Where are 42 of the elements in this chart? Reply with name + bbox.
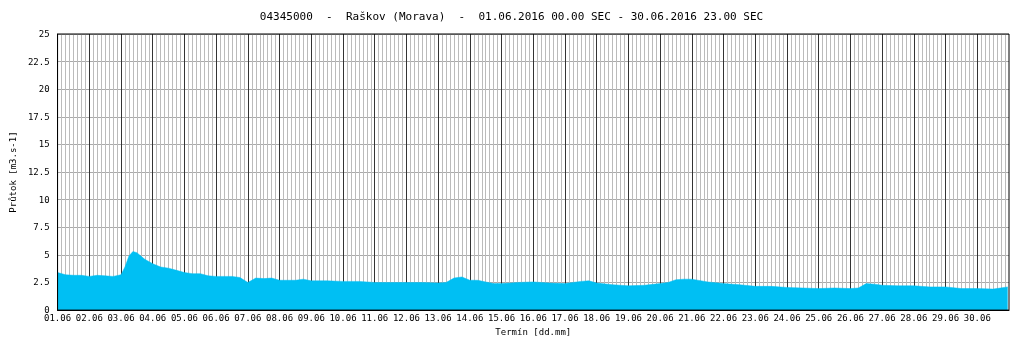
x-axis-title: Termín [dd.mm] xyxy=(495,326,572,337)
x-tick-label: 11.06 xyxy=(361,312,389,323)
x-tick-label: 16.06 xyxy=(519,312,547,323)
x-tick-label: 22.06 xyxy=(710,312,738,323)
x-tick-label: 28.06 xyxy=(900,312,928,323)
y-tick-label: 25 xyxy=(38,29,50,39)
x-tick-label: 20.06 xyxy=(646,312,674,323)
x-tick-label: 13.06 xyxy=(424,312,452,323)
y-tick-label: 7.5 xyxy=(33,222,50,233)
x-tick-label: 24.06 xyxy=(773,312,801,323)
x-tick-label: 18.06 xyxy=(583,312,611,323)
x-tick-label: 04.06 xyxy=(139,312,167,323)
y-tick-label: 12.5 xyxy=(27,167,50,178)
x-tick-label: 12.06 xyxy=(392,312,420,323)
y-tick-label: 17.5 xyxy=(27,111,50,122)
chart-title: 04345000 - Raškov (Morava) - 01.06.2016 00.00 SEC - 30.06.2016 23.00 SEC xyxy=(259,10,764,23)
y-axis-title: Průtok [m3.s-1] xyxy=(7,131,18,213)
x-tick-label: 02.06 xyxy=(75,312,103,323)
x-tick-label: 27.06 xyxy=(868,312,896,323)
x-tick-label: 07.06 xyxy=(234,312,262,323)
y-tick-label: 15 xyxy=(38,139,50,150)
y-tick-label: 5 xyxy=(44,249,50,260)
x-tick-label: 17.06 xyxy=(551,312,579,323)
x-tick-label: 19.06 xyxy=(614,312,642,323)
x-tick-label: 06.06 xyxy=(202,312,230,323)
x-tick-label: 14.06 xyxy=(456,312,484,323)
x-tick-label: 25.06 xyxy=(805,312,833,323)
x-tick-label: 30.06 xyxy=(963,312,991,323)
y-tick-label: 2.5 xyxy=(33,277,50,288)
x-tick-label: 21.06 xyxy=(678,312,706,323)
y-tick-label: 10 xyxy=(38,194,50,205)
x-tick-label: 15.06 xyxy=(488,312,516,323)
y-tick-label: 22.5 xyxy=(27,56,50,67)
x-tick-label: 29.06 xyxy=(932,312,960,323)
x-tick-label: 08.06 xyxy=(266,312,294,323)
x-tick-label: 10.06 xyxy=(329,312,357,323)
x-tick-label: 05.06 xyxy=(170,312,198,323)
x-tick-label: 03.06 xyxy=(107,312,135,323)
x-tick-label: 09.06 xyxy=(297,312,325,323)
y-tick-label: 20 xyxy=(38,84,50,95)
x-tick-label: 26.06 xyxy=(836,312,864,323)
x-tick-label: 23.06 xyxy=(741,312,769,323)
